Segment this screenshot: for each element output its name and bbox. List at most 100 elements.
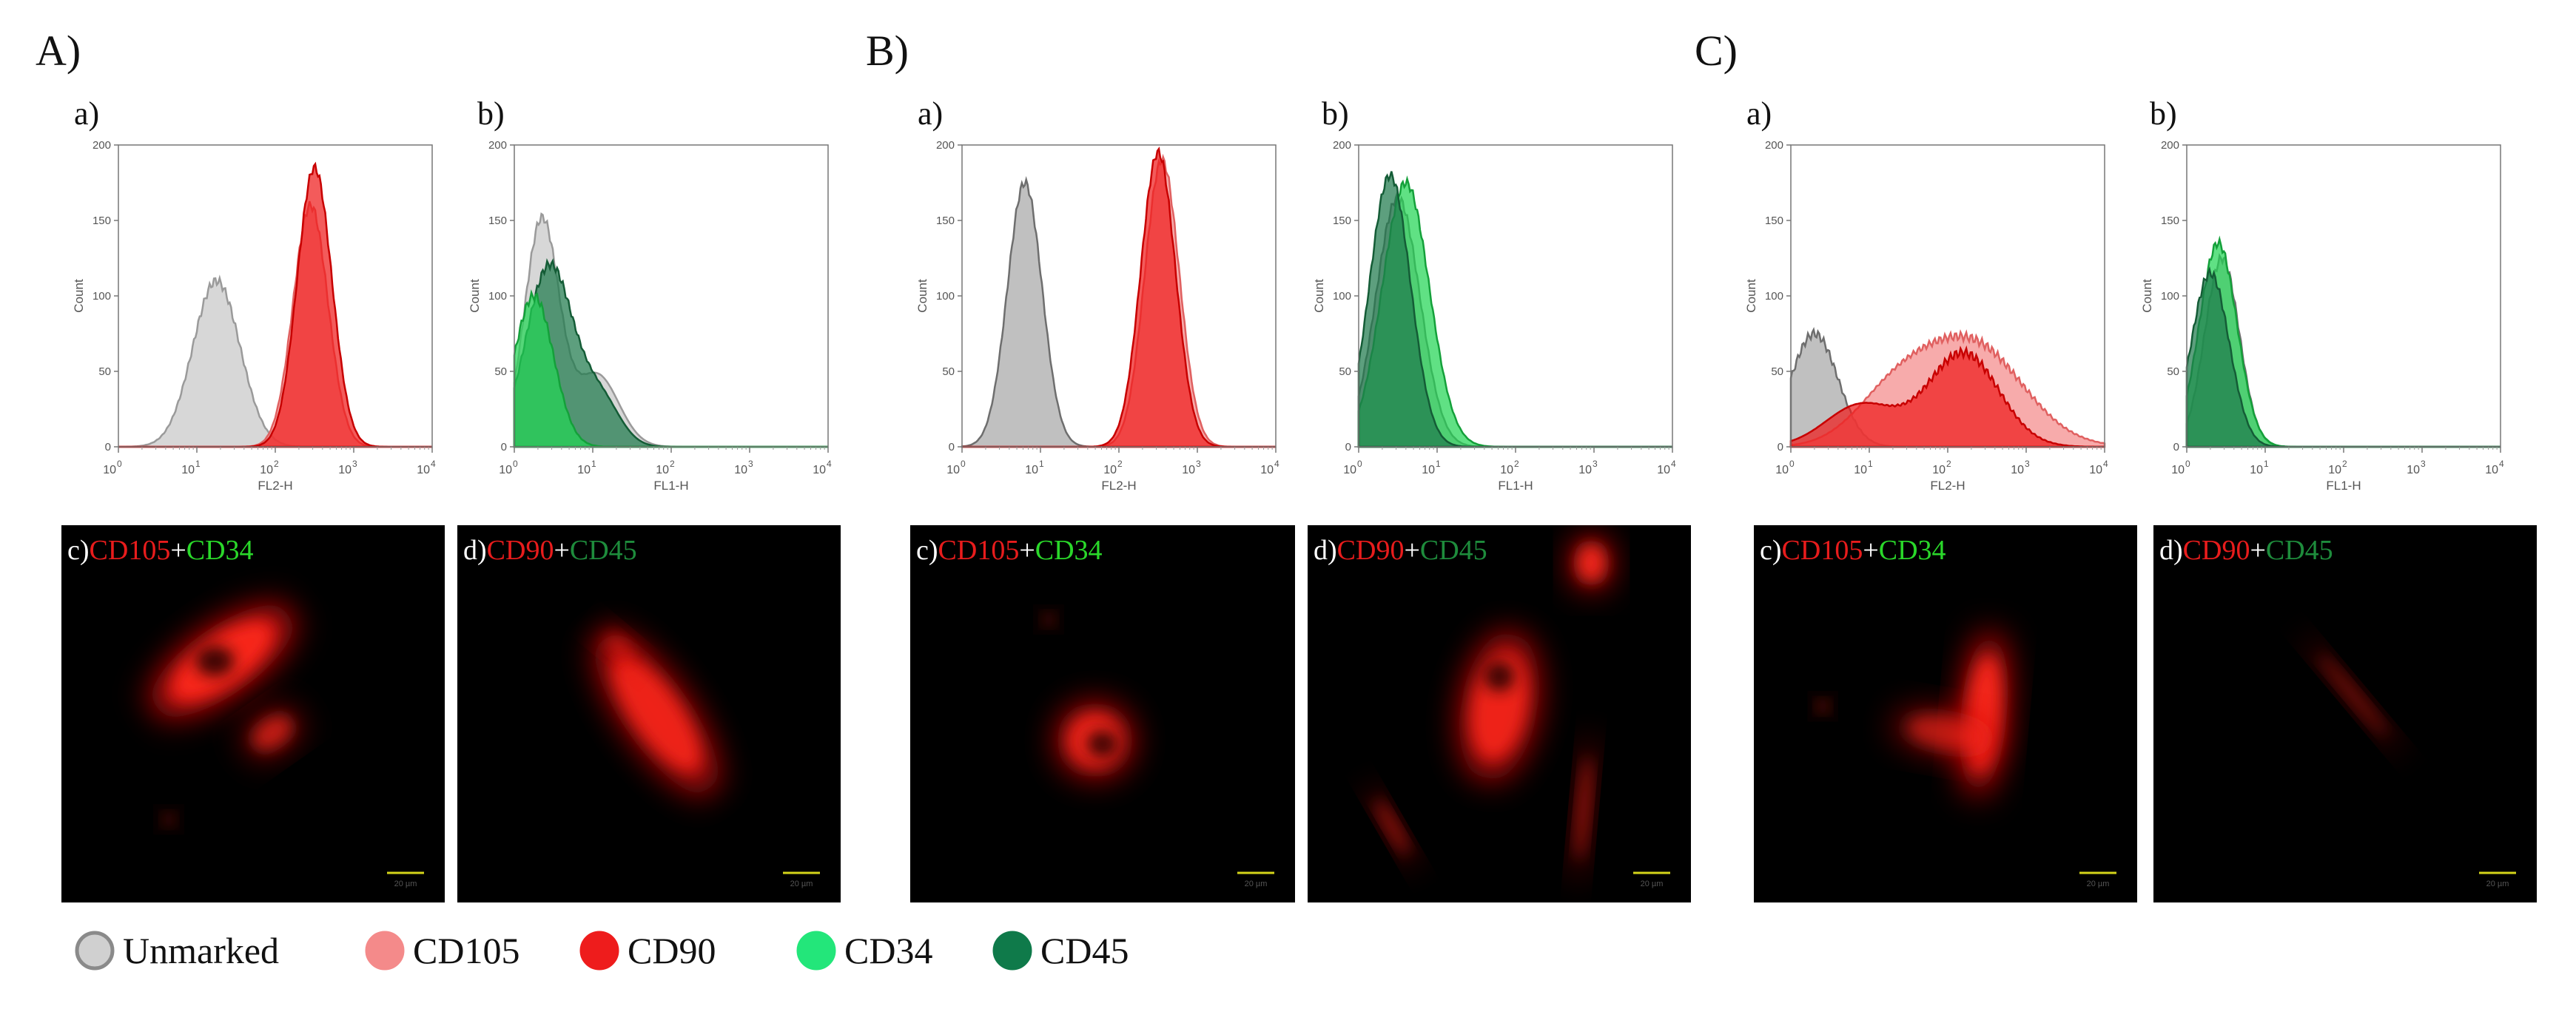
- x-tick-label: 103: [2011, 459, 2030, 476]
- legend-swatch: [75, 931, 115, 971]
- x-tick-label: 101: [1422, 459, 1441, 476]
- y-tick-label: 100: [936, 290, 955, 303]
- y-tick-label: 150: [93, 215, 111, 227]
- x-tick-label: 101: [1854, 459, 1873, 476]
- x-tick-label: 101: [181, 459, 201, 476]
- figure-legend: Unmarked CD105 CD90 CD34 CD45: [75, 930, 1129, 971]
- scale-bar-label: 20 µm: [394, 880, 417, 888]
- x-tick-label: 104: [417, 459, 436, 476]
- y-tick-label: 50: [2167, 365, 2179, 378]
- plot-frame: [118, 144, 433, 448]
- y-tick-label: 100: [93, 290, 111, 303]
- y-tick-label: 200: [1765, 139, 1783, 152]
- legend-label: Unmarked: [123, 930, 279, 971]
- y-tick-label: 200: [1333, 139, 1351, 152]
- cell-core: [2318, 653, 2388, 737]
- subpanel-label: a): [918, 95, 943, 132]
- histogram-series: [118, 200, 432, 448]
- x-tick-label: 104: [1657, 459, 1676, 476]
- y-axis-label: Count: [1312, 279, 1326, 313]
- y-tick-label: 200: [936, 139, 955, 152]
- cell-core: [253, 716, 292, 749]
- y-axis-label: Count: [1744, 279, 1758, 313]
- micrograph-label: d)CD90+CD45: [463, 535, 637, 566]
- micrograph-background: [61, 525, 445, 902]
- micrograph-background: [2153, 525, 2537, 902]
- y-tick-label: 50: [494, 365, 507, 378]
- subpanel-label: b): [2150, 95, 2177, 132]
- x-tick-label: 100: [946, 459, 966, 476]
- scale-bar-label: 20 µm: [1245, 880, 1268, 888]
- scale-bar-label: 20 µm: [2087, 880, 2110, 888]
- x-axis-label: FL2-H: [1930, 479, 1965, 493]
- subpanel-label: b): [477, 95, 505, 132]
- scale-bar-label: 20 µm: [2486, 880, 2509, 888]
- cell-core: [613, 657, 700, 771]
- micrograph-label: d)CD90+CD45: [1314, 535, 1487, 566]
- x-tick-label: 100: [1343, 459, 1362, 476]
- legend-label: CD105: [413, 930, 519, 971]
- micrograph-label: c)CD105+CD34: [1760, 535, 1946, 566]
- subpanel-label: a): [74, 95, 99, 132]
- x-axis-label: FL1-H: [1498, 479, 1533, 493]
- y-tick-label: 0: [1778, 441, 1783, 453]
- x-axis-label: FL1-H: [2326, 479, 2361, 493]
- y-tick-label: 0: [1345, 441, 1351, 453]
- histogram-series: [118, 161, 432, 448]
- y-tick-label: 100: [1333, 290, 1351, 303]
- x-tick-label: 102: [2328, 459, 2347, 476]
- y-tick-label: 150: [1333, 215, 1351, 227]
- micrograph-label: c)CD105+CD34: [916, 535, 1103, 566]
- y-tick-label: 100: [1765, 290, 1783, 303]
- scale-bar-label: 20 µm: [1641, 880, 1664, 888]
- x-tick-label: 102: [1932, 459, 1951, 476]
- histogram-panels: 0 50 100 150 200 100 101 102 103 104 FL2-H Count 0 50…: [72, 139, 2504, 493]
- y-tick-label: 0: [501, 441, 507, 453]
- cell-nucleus: [1087, 730, 1118, 757]
- x-axis-label: FL1-H: [653, 479, 688, 493]
- x-tick-label: 103: [2407, 459, 2426, 476]
- x-tick-label: 102: [260, 459, 279, 476]
- group-label: B): [866, 27, 909, 75]
- y-tick-label: 150: [936, 215, 955, 227]
- micrograph: c)CD105+CD34 20 µm: [910, 525, 1295, 902]
- cell-nucleus: [1484, 661, 1515, 692]
- x-tick-label: 102: [656, 459, 675, 476]
- y-tick-label: 100: [2161, 290, 2179, 303]
- cell-core: [1375, 799, 1409, 855]
- x-tick-label: 100: [1775, 459, 1795, 476]
- micrograph: d)CD90+CD45 20 µm: [457, 525, 841, 902]
- y-axis-label: Count: [72, 279, 86, 313]
- legend-label: CD45: [1040, 930, 1129, 971]
- x-tick-label: 103: [1578, 459, 1598, 476]
- histogram-plot: 0 50 100 150 200 100 101 102 103 104 FL1-H Count: [1312, 139, 1676, 493]
- histogram-plot: 0 50 100 150 200 100 101 102 103 104 FL1-H Count: [468, 139, 832, 493]
- histogram-series: [1789, 345, 2105, 448]
- x-tick-label: 100: [103, 459, 122, 476]
- panel-groups: A)a) b)B)a) b)C)a) b): [36, 27, 2177, 132]
- x-tick-label: 104: [2485, 459, 2504, 476]
- x-tick-label: 102: [1103, 459, 1123, 476]
- x-axis-label: FL2-H: [258, 479, 292, 493]
- cell-core: [1576, 755, 1591, 861]
- y-tick-label: 150: [1765, 215, 1783, 227]
- x-axis-label: FL2-H: [1101, 479, 1136, 493]
- histogram-plot: 0 50 100 150 200 100 101 102 103 104 FL2-H Count: [1744, 139, 2108, 493]
- micrograph-label: c)CD105+CD34: [67, 535, 254, 566]
- x-tick-label: 101: [2250, 459, 2269, 476]
- x-tick-label: 101: [1025, 459, 1044, 476]
- micrograph: c)CD105+CD34 20 µm: [61, 525, 445, 902]
- legend-label: CD90: [628, 930, 716, 971]
- micrograph: c)CD105+CD34 20 µm: [1754, 525, 2137, 902]
- cell-core: [1578, 544, 1605, 581]
- x-tick-label: 104: [2089, 459, 2108, 476]
- y-tick-label: 50: [1771, 365, 1783, 378]
- y-tick-label: 100: [488, 290, 507, 303]
- cell-nucleus: [195, 646, 235, 676]
- x-tick-label: 104: [1260, 459, 1279, 476]
- group-label: A): [36, 27, 81, 75]
- y-tick-label: 150: [488, 215, 507, 227]
- histogram-plot: 0 50 100 150 200 100 101 102 103 104 FL2-H Count: [915, 139, 1279, 493]
- y-tick-label: 0: [949, 441, 955, 453]
